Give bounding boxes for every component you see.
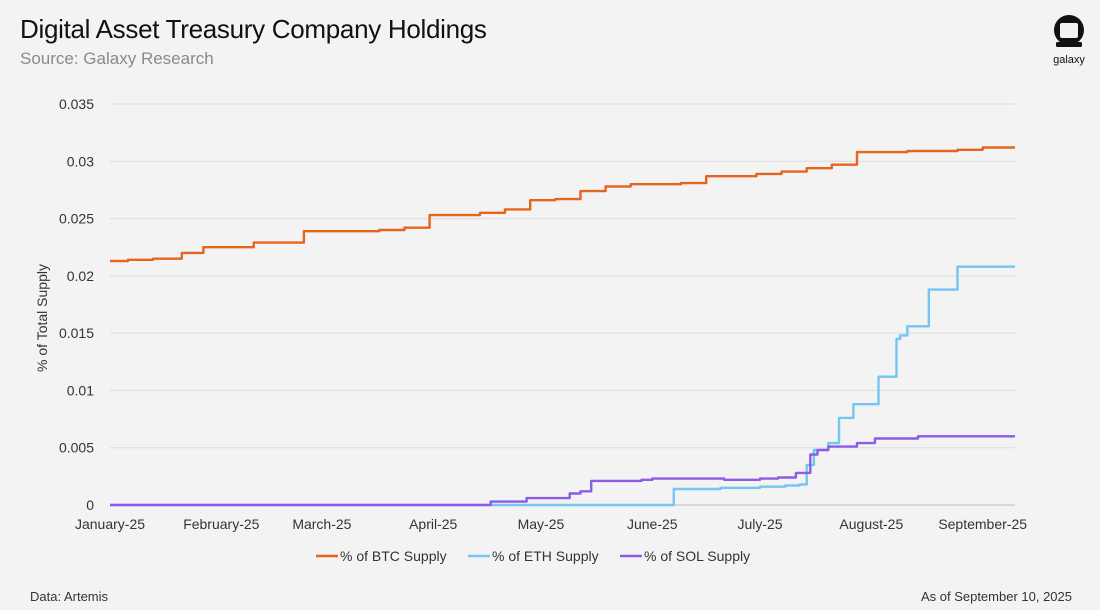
- x-tick-label: February-25: [183, 516, 259, 532]
- x-tick-label: July-25: [737, 516, 782, 532]
- as-of-date: As of September 10, 2025: [920, 589, 1072, 604]
- x-tick-label: August-25: [839, 516, 903, 532]
- y-tick-label: 0.005: [59, 440, 94, 456]
- galaxy-logo-mark: [1054, 15, 1084, 47]
- y-tick-label: 0.035: [59, 96, 94, 112]
- brand-name: galaxy: [1053, 54, 1085, 66]
- chart-subtitle: Source: Galaxy Research: [20, 49, 214, 68]
- galaxy-logo-icon: [1050, 14, 1088, 55]
- legend-label: % of ETH Supply: [492, 548, 599, 564]
- legend-item: % of BTC Supply: [316, 548, 447, 564]
- x-tick-label: June-25: [627, 516, 678, 532]
- x-tick-label: March-25: [292, 516, 351, 532]
- y-tick-label: 0.025: [59, 211, 94, 227]
- legend-label: % of BTC Supply: [340, 548, 447, 564]
- y-tick-label: 0.015: [59, 325, 94, 341]
- y-tick-label: 0.02: [67, 268, 94, 284]
- legend-item: % of ETH Supply: [468, 548, 599, 564]
- series-line-of-eth-supply: [110, 265, 1015, 507]
- series-line-of-sol-supply: [110, 435, 1015, 507]
- data-source: Data: Artemis: [30, 589, 109, 604]
- legend-label: % of SOL Supply: [644, 548, 750, 564]
- x-tick-label: May-25: [518, 516, 565, 532]
- chart-title: Digital Asset Treasury Company Holdings: [20, 14, 487, 44]
- y-tick-label: 0: [86, 497, 94, 513]
- y-axis-label: % of Total Supply: [34, 264, 50, 372]
- y-tick-label: 0.01: [67, 382, 94, 398]
- legend-item: % of SOL Supply: [620, 548, 750, 564]
- y-tick-label: 0.03: [67, 153, 94, 169]
- series-line-of-btc-supply: [110, 146, 1015, 263]
- x-tick-label: April-25: [409, 516, 457, 532]
- x-tick-label: September-25: [938, 516, 1027, 532]
- x-tick-label: January-25: [75, 516, 145, 532]
